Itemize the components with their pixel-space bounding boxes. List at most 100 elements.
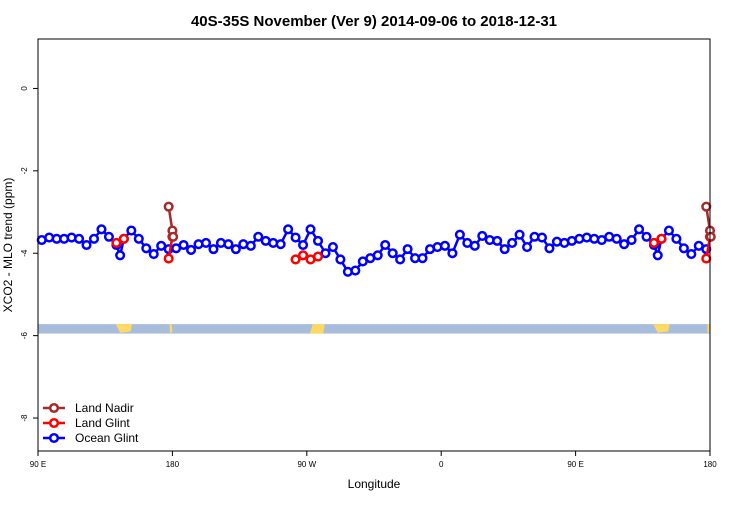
data-point <box>454 229 465 240</box>
data-point <box>81 239 92 251</box>
data-point <box>372 250 383 261</box>
x-tick-label: 180 <box>703 460 717 469</box>
data-point <box>350 265 361 276</box>
data-point <box>417 253 428 264</box>
data-point <box>118 233 129 244</box>
data-point <box>283 224 294 235</box>
y-axis-label: XCO2 - MLO trend (ppm) <box>1 178 15 313</box>
data-point <box>103 231 114 242</box>
series-land-nadir <box>163 201 716 242</box>
data-point <box>544 243 555 254</box>
data-point <box>514 229 525 240</box>
legend-item: Land Nadir <box>43 401 134 415</box>
y-tick-label: -8 <box>20 414 29 422</box>
legend-marker <box>48 432 60 444</box>
data-point <box>626 235 637 246</box>
data-point <box>469 240 480 251</box>
data-point <box>275 239 286 250</box>
data-point <box>230 244 241 255</box>
x-axis: 90 E 180 90 W 0 90 E 180 <box>30 451 717 469</box>
data-point <box>163 201 174 212</box>
data-point <box>380 239 391 251</box>
legend-label: Ocean Glint <box>75 431 139 445</box>
map-strip <box>38 324 710 334</box>
land-patch <box>115 324 133 333</box>
land-patch <box>169 324 173 334</box>
data-point <box>168 231 179 242</box>
data-point <box>439 240 450 251</box>
data-point <box>663 225 674 236</box>
legend-label: Land Glint <box>75 416 130 430</box>
data-point <box>74 233 85 244</box>
data-point <box>178 239 189 251</box>
data-point <box>611 233 622 244</box>
land-patch <box>309 324 325 334</box>
data-point <box>148 249 159 260</box>
data-point <box>522 242 533 253</box>
data-point <box>477 230 488 241</box>
land-patch <box>653 324 670 333</box>
data-point <box>507 237 518 248</box>
land-patch <box>707 324 710 334</box>
data-point <box>186 244 197 255</box>
data-point <box>163 253 174 264</box>
x-tick-label: 180 <box>166 460 180 469</box>
data-point <box>634 224 645 235</box>
data-point <box>701 253 712 264</box>
x-tick-label: 90 E <box>30 460 46 469</box>
data-point <box>200 237 212 248</box>
data-point <box>656 233 667 244</box>
data-point <box>312 235 324 246</box>
data-point <box>208 244 219 255</box>
series-layer <box>36 201 716 277</box>
data-point <box>705 231 716 242</box>
data-point <box>499 244 510 255</box>
data-point <box>111 237 122 248</box>
data-point <box>298 239 309 251</box>
data-point <box>126 225 137 236</box>
data-point <box>115 250 126 261</box>
data-point <box>701 201 712 212</box>
data-point <box>253 231 264 242</box>
data-point <box>492 235 503 246</box>
legend-label: Land Nadir <box>75 401 134 415</box>
data-point <box>536 232 548 243</box>
legend-marker <box>48 402 60 414</box>
x-tick-label: 90 E <box>567 460 583 469</box>
series-ocean-glint <box>36 224 712 277</box>
data-point <box>290 254 301 265</box>
data-point <box>88 233 100 244</box>
data-point <box>141 243 152 254</box>
data-point <box>298 250 309 261</box>
y-tick-label: -4 <box>20 249 29 257</box>
data-point <box>133 233 144 244</box>
plot-frame <box>37 38 711 452</box>
data-point <box>290 232 301 243</box>
legend-marker <box>48 417 60 429</box>
data-point <box>402 244 413 255</box>
data-point <box>619 239 630 250</box>
data-point <box>96 224 107 235</box>
data-point <box>686 249 697 260</box>
data-point <box>312 251 324 262</box>
y-axis: 0 -2 -4 -6 -8 <box>20 86 38 422</box>
data-point <box>223 239 234 250</box>
x-tick-label: 0 <box>439 460 444 469</box>
data-point <box>671 233 682 244</box>
data-point <box>652 250 663 261</box>
data-point <box>387 248 398 259</box>
data-point <box>641 231 652 242</box>
legend-item: Ocean Glint <box>43 431 139 445</box>
data-point <box>335 254 346 265</box>
data-point <box>678 243 689 254</box>
chart-title: 40S-35S November (Ver 9) 2014-09-06 to 2… <box>191 13 557 30</box>
data-point <box>648 237 660 248</box>
legend-item: Land Glint <box>43 416 130 430</box>
ocean-band <box>38 324 710 334</box>
x-tick-label: 90 W <box>297 460 316 469</box>
y-tick-label: -6 <box>20 332 29 340</box>
data-point <box>327 242 338 253</box>
